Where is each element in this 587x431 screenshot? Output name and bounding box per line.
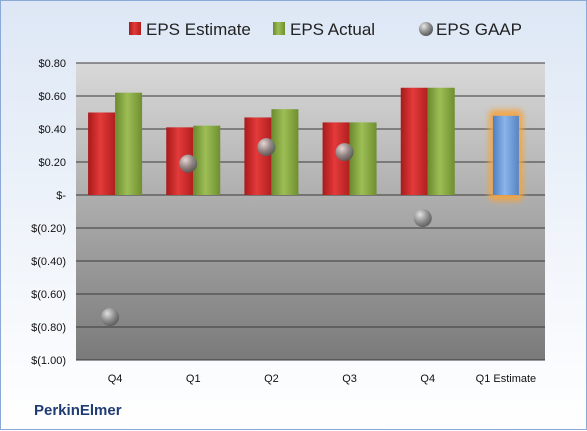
y-tick-label: $- (56, 190, 66, 202)
bar-actual (115, 92, 143, 195)
x-category-label: Q4 (420, 373, 435, 385)
x-axis-categories: Q4 Q1 Q2 Q3 Q4 Q1 Estimate (108, 373, 536, 385)
y-tick-label: $(0.60) (31, 289, 66, 301)
company-name: PerkinElmer (34, 402, 122, 419)
y-axis-ticks: $0.80 $0.60 $0.40 $0.20 $- $(0.20) $(0.40) $(0.… (31, 58, 66, 367)
y-tick-label: $0.80 (38, 58, 66, 70)
bar-actual (271, 109, 299, 195)
bar-estimate (244, 117, 272, 195)
y-tick-label: $0.60 (38, 91, 66, 103)
legend: EPS Estimate EPS Actual EPS GAAP (129, 20, 522, 39)
gaap-point (101, 308, 120, 327)
gaap-points (101, 138, 432, 327)
bar-estimate (400, 87, 428, 195)
gaap-point (179, 154, 198, 173)
y-tick-label: $(0.20) (31, 223, 66, 235)
x-category-label: Q4 (108, 373, 123, 385)
legend-key-actual (273, 22, 285, 35)
legend-key-gaap (419, 22, 433, 36)
y-tick-label: $0.20 (38, 157, 66, 169)
bar-actual (193, 125, 221, 195)
legend-key-estimate (129, 22, 141, 35)
y-tick-label: $(0.80) (31, 322, 66, 334)
legend-label: EPS GAAP (436, 20, 522, 39)
y-tick-label: $0.40 (38, 124, 66, 136)
bar-actual (349, 122, 377, 195)
gaap-point (413, 209, 432, 228)
legend-label: EPS Estimate (146, 20, 251, 39)
x-category-label: Q1 (186, 373, 201, 385)
gaap-point (257, 138, 276, 157)
y-tick-label: $(1.00) (31, 355, 66, 367)
bar-estimate (88, 112, 116, 195)
bar-actual (427, 87, 455, 195)
y-tick-label: $(0.40) (31, 256, 66, 268)
gridlines (76, 62, 545, 361)
legend-label: EPS Actual (290, 20, 375, 39)
bars (88, 87, 523, 201)
x-category-label: Q3 (342, 373, 357, 385)
bar-estimate-next (492, 115, 519, 195)
x-category-label: Q2 (264, 373, 279, 385)
gaap-point (335, 143, 354, 162)
x-category-label: Q1 Estimate (476, 373, 537, 385)
plot-area (76, 63, 545, 360)
